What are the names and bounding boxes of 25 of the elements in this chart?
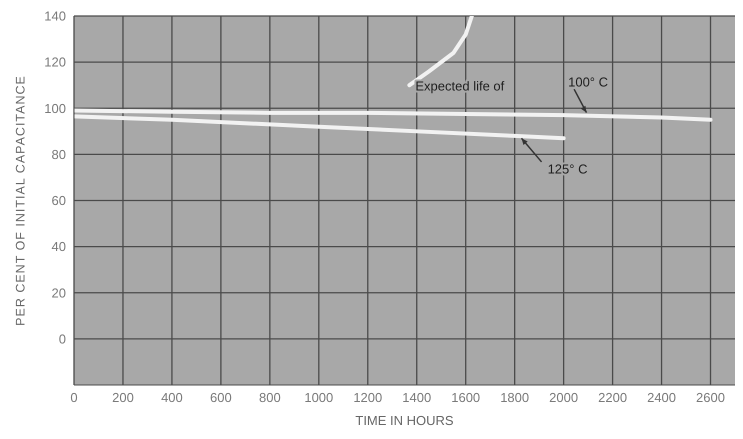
x-tick-label: 600 <box>210 390 232 406</box>
y-tick-label: 40 <box>52 239 66 254</box>
x-tick-label: 800 <box>259 390 281 406</box>
x-tick-label: 2200 <box>598 390 628 406</box>
x-tick-label: 400 <box>161 390 183 406</box>
x-tick-label: 2600 <box>696 390 725 406</box>
x-tick-label: 2400 <box>647 390 676 406</box>
y-tick-label: 100 <box>44 100 66 116</box>
x-tick-label: 2000 <box>549 390 578 406</box>
y-tick-label: 80 <box>52 146 66 162</box>
y-tick-label: 120 <box>44 54 66 70</box>
x-axis-title: TIME IN HOURS <box>355 413 454 428</box>
x-tick-label: 1200 <box>353 390 382 406</box>
x-tick-label: 1400 <box>402 390 432 406</box>
x-tick-label: 200 <box>112 390 134 406</box>
y-tick-label: 60 <box>52 193 66 208</box>
y-tick-label: 140 <box>44 8 66 24</box>
x-tick-label: 1600 <box>451 390 480 406</box>
annotation: 100° C <box>568 74 608 90</box>
x-tick-label: 1000 <box>304 390 334 406</box>
y-tick-label: 20 <box>52 285 66 300</box>
y-axis-title: PER CENT OF INITIAL CAPACITANCE <box>13 75 28 326</box>
x-tick-label: 1800 <box>500 390 530 406</box>
y-tick-label: 0 <box>58 331 66 346</box>
x-tick-label: 0 <box>70 390 78 406</box>
